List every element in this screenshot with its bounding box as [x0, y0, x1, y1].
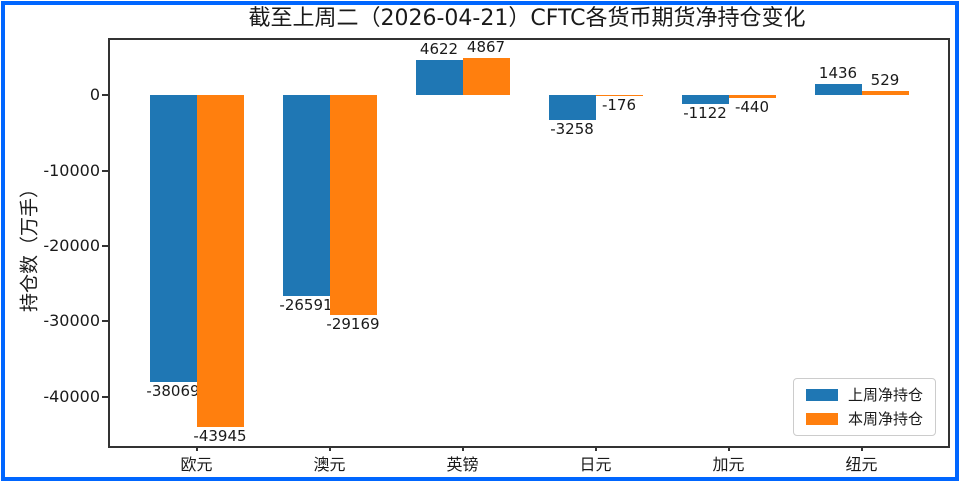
bar-value-label: -3258 — [550, 119, 594, 138]
y-tick — [102, 395, 108, 398]
y-tick — [102, 245, 108, 248]
y-tick-label: -30000 — [43, 311, 100, 331]
bar-value-label: -29169 — [326, 315, 380, 334]
plot-area: -38069 -43945 -26591 -29169 4622 4867 -3258 -17… — [43, 38, 950, 474]
legend: 上周净持仓 本周净持仓 — [792, 378, 936, 436]
x-tick — [461, 446, 464, 451]
bar-value-label: -38069 — [146, 382, 200, 401]
y-tick-label: -40000 — [43, 386, 100, 406]
y-tick — [102, 94, 108, 97]
bar-value-label: 4867 — [466, 38, 506, 57]
y-tick-label: -20000 — [43, 236, 100, 256]
bar-澳元-本周净持仓 — [329, 95, 377, 316]
bar-value-label: 529 — [870, 71, 900, 90]
y-tick — [102, 320, 108, 323]
bar-欧元-上周净持仓 — [149, 95, 197, 383]
bar-value-label: -440 — [734, 98, 770, 117]
bar-澳元-上周净持仓 — [282, 95, 330, 296]
bar-欧元-本周净持仓 — [196, 95, 244, 427]
legend-swatch-this-week — [805, 413, 838, 425]
x-tick-label: 欧元 — [180, 455, 213, 474]
bar-value-label: 1436 — [818, 64, 858, 83]
x-tick-label: 加元 — [712, 455, 745, 474]
x-tick — [328, 446, 331, 451]
bar-加元-上周净持仓 — [681, 95, 729, 104]
bar-加元-本周净持仓 — [728, 95, 776, 99]
bar-value-label: -1122 — [683, 103, 727, 122]
bar-日元-上周净持仓 — [548, 95, 596, 120]
x-tick-label: 澳元 — [313, 455, 346, 474]
x-tick-label: 纽元 — [845, 455, 878, 474]
bar-纽元-本周净持仓 — [861, 91, 909, 96]
y-tick-label: 0 — [89, 85, 100, 105]
bar-value-label: -26591 — [279, 295, 333, 314]
legend-label-this-week: 本周净持仓 — [847, 410, 923, 428]
legend-swatch-last-week — [805, 389, 838, 401]
legend-label-last-week: 上周净持仓 — [847, 386, 923, 404]
x-tick-label: 日元 — [579, 455, 612, 474]
bar-英镑-本周净持仓 — [462, 58, 510, 96]
bar-英镑-上周净持仓 — [415, 60, 463, 96]
y-tick-label: -10000 — [43, 160, 100, 180]
bar-日元-本周净持仓 — [595, 95, 643, 97]
x-tick — [727, 446, 730, 451]
bar-value-label: -43945 — [193, 426, 247, 445]
legend-item-last-week: 上周净持仓 — [805, 386, 923, 404]
legend-item-this-week: 本周净持仓 — [805, 410, 923, 428]
bar-value-label: 4622 — [419, 40, 459, 59]
y-tick — [102, 169, 108, 172]
x-tick — [195, 446, 198, 451]
bar-value-label: -176 — [601, 96, 637, 115]
bar-纽元-上周净持仓 — [814, 84, 862, 96]
x-tick — [860, 446, 863, 451]
x-tick-label: 英镑 — [446, 455, 479, 474]
chart-title: 截至上周二（2026-04-21）CFTC各货币期货净持仓变化 — [248, 6, 806, 31]
x-tick — [594, 446, 597, 451]
